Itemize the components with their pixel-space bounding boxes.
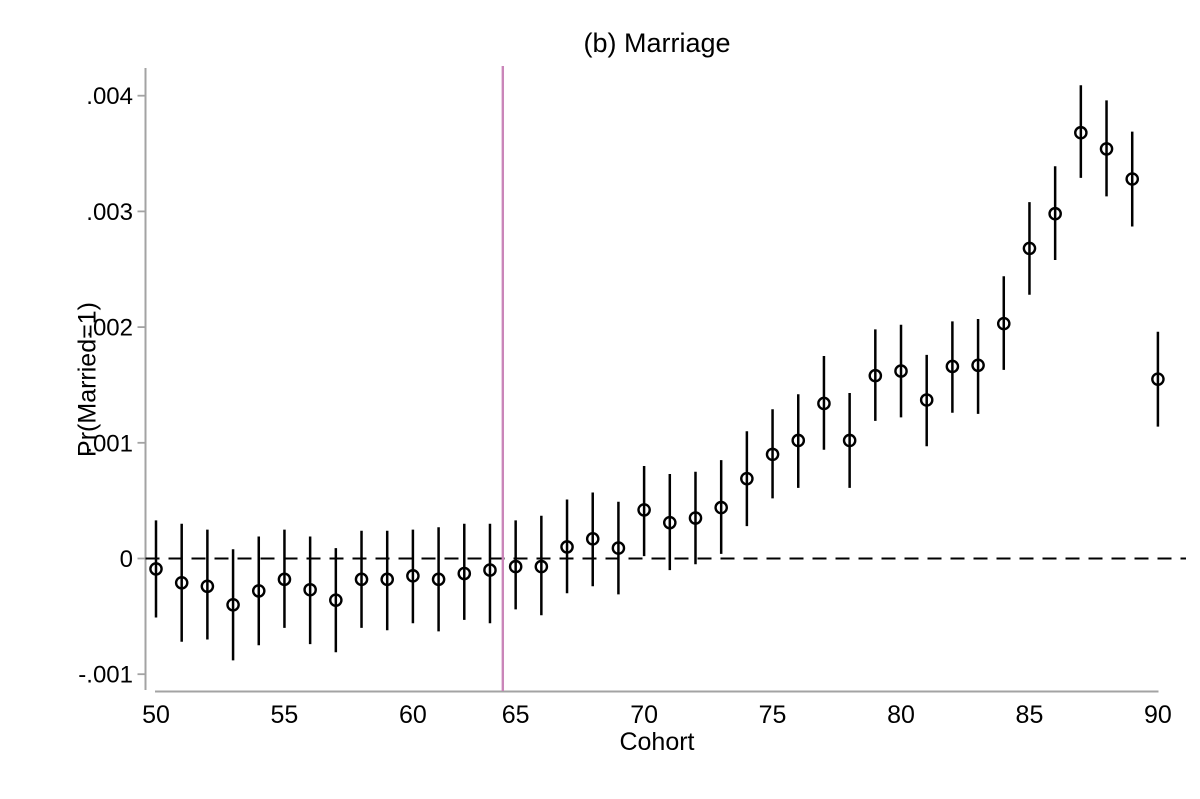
estimate-marker-cohort-76 [791,433,806,448]
estimate-marker-cohort-51 [174,575,189,590]
x-tick-label: 90 [1144,701,1172,729]
chart-title: (b) Marriage [583,28,731,58]
estimate-marker-cohort-63 [483,563,497,577]
y-tick-label: .004 [86,83,133,110]
estimate-marker-cohort-56 [303,582,317,597]
x-axis-title: Cohort [619,728,695,756]
estimate-marker-cohort-70 [637,503,651,517]
estimate-marker-cohort-78 [842,433,857,448]
estimate-marker-cohort-60 [406,569,420,583]
x-tick-label: 65 [502,701,530,729]
x-tick-label: 85 [1016,701,1044,729]
estimate-marker-cohort-88 [1099,142,1114,156]
estimate-marker-cohort-66 [534,559,549,574]
estimate-marker-cohort-68 [585,532,600,546]
estimate-marker-cohort-87 [1074,125,1088,140]
x-tick-label: 75 [759,701,787,729]
estimate-marker-cohort-54 [251,584,266,598]
y-tick-label: .002 [86,315,133,342]
estimate-marker-cohort-83 [971,358,985,373]
estimate-marker-cohort-62 [457,566,472,581]
y-tick-label: 0 [120,546,133,573]
estimate-marker-cohort-73 [714,500,728,515]
x-tick-label: 80 [887,701,915,729]
estimate-marker-cohort-61 [431,572,446,587]
estimate-marker-cohort-86 [1048,206,1062,221]
y-tick-label: -.001 [78,662,133,689]
x-tick-label: 55 [271,701,299,729]
estimate-marker-cohort-90 [1151,372,1165,386]
y-tick-label: .003 [86,199,133,226]
estimate-marker-cohort-71 [663,515,677,530]
estimate-marker-cohort-69 [611,541,626,555]
estimate-marker-cohort-77 [817,396,831,411]
estimate-marker-cohort-75 [765,447,780,462]
estimate-marker-cohort-65 [508,559,523,574]
estimate-marker-cohort-89 [1125,172,1140,186]
estimate-marker-cohort-84 [996,316,1011,331]
estimate-marker-cohort-79 [868,368,883,383]
estimate-marker-cohort-74 [740,471,754,486]
x-tick-label: 70 [630,701,658,729]
estimate-marker-cohort-72 [688,511,703,525]
estimate-marker-cohort-82 [945,359,960,374]
x-tick-label: 60 [399,701,427,729]
estimate-marker-cohort-55 [277,572,292,587]
estimate-marker-cohort-67 [560,540,574,554]
estimate-marker-cohort-58 [354,572,369,587]
estimate-marker-cohort-52 [200,579,215,594]
estimate-marker-cohort-80 [894,364,908,378]
estimate-marker-cohort-50 [149,562,163,576]
estimate-marker-cohort-85 [1022,241,1037,256]
estimate-marker-cohort-59 [380,572,395,587]
estimate-marker-cohort-53 [226,597,240,612]
x-tick-label: 50 [142,701,170,729]
estimate-marker-cohort-81 [919,393,934,407]
y-tick-label: .001 [86,430,133,457]
estimate-marker-cohort-57 [329,593,343,607]
